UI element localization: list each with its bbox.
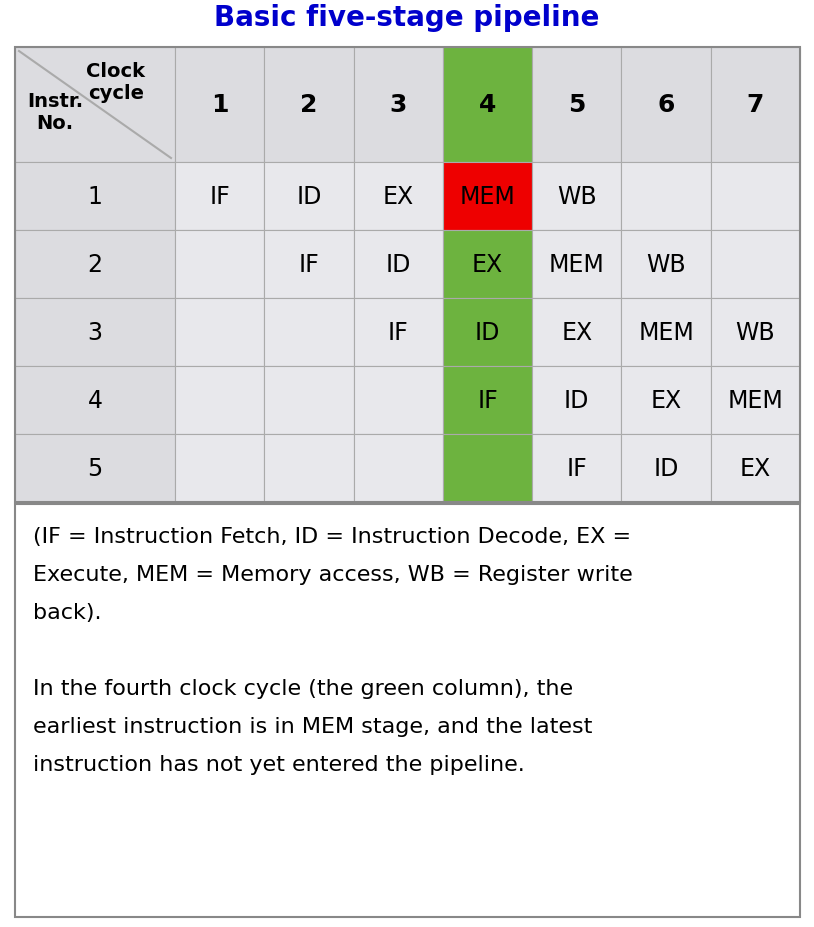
Bar <box>711 298 800 366</box>
Bar <box>265 435 353 502</box>
Bar <box>353 435 443 502</box>
Bar <box>265 298 353 366</box>
Bar <box>353 298 443 366</box>
Bar <box>15 435 175 502</box>
Bar <box>175 48 265 163</box>
Text: ID: ID <box>386 253 411 276</box>
Text: 4: 4 <box>87 388 103 413</box>
Text: Execute, MEM = Memory access, WB = Register write: Execute, MEM = Memory access, WB = Regis… <box>33 565 632 584</box>
Text: 5: 5 <box>568 94 585 118</box>
Text: MEM: MEM <box>549 253 605 276</box>
Bar <box>443 48 532 163</box>
Bar <box>532 163 621 231</box>
Bar <box>15 366 175 435</box>
Bar <box>443 298 532 366</box>
Text: Instr.
No.: Instr. No. <box>27 92 83 133</box>
Text: In the fourth clock cycle (the green column), the: In the fourth clock cycle (the green col… <box>33 679 573 698</box>
Text: 5: 5 <box>87 456 103 480</box>
Text: EX: EX <box>561 321 593 345</box>
Text: IF: IF <box>477 388 498 413</box>
Bar <box>711 163 800 231</box>
Bar <box>532 231 621 298</box>
Bar <box>15 231 175 298</box>
Bar <box>621 298 711 366</box>
Bar <box>175 298 265 366</box>
Bar <box>15 163 175 231</box>
Text: ID: ID <box>654 456 679 480</box>
Bar <box>443 435 532 502</box>
Bar <box>621 231 711 298</box>
Bar <box>175 231 265 298</box>
Text: WB: WB <box>736 321 775 345</box>
Bar <box>265 231 353 298</box>
Text: 6: 6 <box>658 94 675 118</box>
Bar <box>443 231 532 298</box>
Bar <box>15 48 800 502</box>
Bar <box>532 298 621 366</box>
Bar <box>353 163 443 231</box>
Text: Basic five-stage pipeline: Basic five-stage pipeline <box>214 4 600 32</box>
Text: MEM: MEM <box>460 184 515 209</box>
Bar <box>443 366 532 435</box>
Bar <box>621 366 711 435</box>
Bar <box>532 366 621 435</box>
Text: back).: back). <box>33 603 102 622</box>
Text: IF: IF <box>209 184 230 209</box>
Text: 1: 1 <box>88 184 103 209</box>
Text: EX: EX <box>650 388 681 413</box>
Text: MEM: MEM <box>728 388 783 413</box>
Text: ID: ID <box>296 184 322 209</box>
Bar <box>711 435 800 502</box>
Bar <box>711 231 800 298</box>
Bar <box>175 435 265 502</box>
Text: IF: IF <box>567 456 587 480</box>
Text: EX: EX <box>740 456 771 480</box>
Bar <box>15 504 800 917</box>
Text: 2: 2 <box>300 94 317 118</box>
Text: 2: 2 <box>87 253 103 276</box>
Bar <box>711 48 800 163</box>
Text: 1: 1 <box>211 94 229 118</box>
Text: EX: EX <box>472 253 503 276</box>
Bar <box>353 231 443 298</box>
Text: 4: 4 <box>479 94 497 118</box>
Bar <box>711 366 800 435</box>
Text: instruction has not yet entered the pipeline.: instruction has not yet entered the pipe… <box>33 755 525 774</box>
Bar <box>175 163 265 231</box>
Text: (IF = Instruction Fetch, ID = Instruction Decode, EX =: (IF = Instruction Fetch, ID = Instructio… <box>33 527 631 546</box>
Bar <box>621 435 711 502</box>
Text: WB: WB <box>557 184 597 209</box>
Bar <box>532 48 621 163</box>
Text: Clock
cycle: Clock cycle <box>86 62 146 103</box>
Text: IF: IF <box>387 321 409 345</box>
Bar <box>532 435 621 502</box>
Bar <box>353 366 443 435</box>
Text: 3: 3 <box>87 321 103 345</box>
Text: earliest instruction is in MEM stage, and the latest: earliest instruction is in MEM stage, an… <box>33 717 593 736</box>
Text: 3: 3 <box>390 94 407 118</box>
Bar <box>265 48 353 163</box>
Text: ID: ID <box>564 388 589 413</box>
Text: ID: ID <box>475 321 500 345</box>
Bar <box>353 48 443 163</box>
Text: MEM: MEM <box>638 321 694 345</box>
Bar <box>621 163 711 231</box>
Bar <box>265 163 353 231</box>
Bar <box>175 366 265 435</box>
Bar <box>15 48 175 163</box>
Text: 7: 7 <box>746 94 764 118</box>
Text: EX: EX <box>383 184 414 209</box>
Bar <box>443 163 532 231</box>
Text: WB: WB <box>646 253 686 276</box>
Bar <box>15 298 175 366</box>
Text: IF: IF <box>299 253 319 276</box>
Bar <box>265 366 353 435</box>
Bar <box>621 48 711 163</box>
